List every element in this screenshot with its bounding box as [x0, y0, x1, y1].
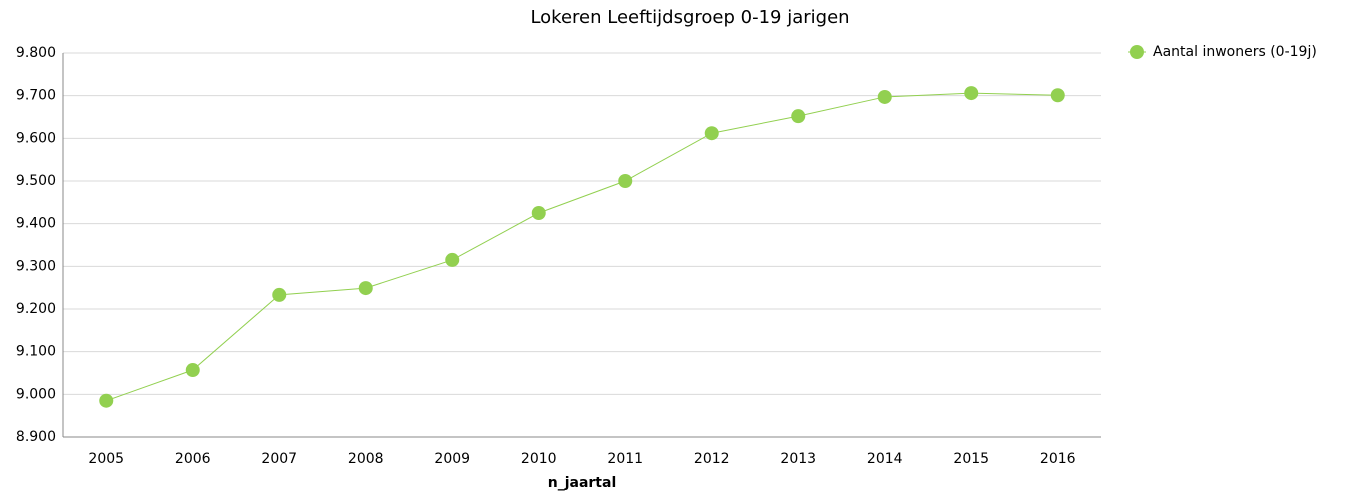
- x-tick-label: 2012: [694, 451, 730, 467]
- x-tick-label: 2010: [521, 451, 557, 467]
- data-point: [964, 86, 979, 101]
- x-tick-label: 2011: [607, 451, 643, 467]
- legend-label: Aantal inwoners (0-19j): [1153, 44, 1317, 60]
- x-axis-title: n_jaartal: [548, 475, 617, 491]
- y-tick-label: 8.900: [16, 429, 56, 445]
- data-point: [185, 363, 200, 378]
- y-tick-label: 9.600: [16, 130, 56, 146]
- x-tick-label: 2006: [175, 451, 211, 467]
- y-tick-label: 9.700: [16, 88, 56, 104]
- x-tick-label: 2008: [348, 451, 384, 467]
- y-tick-label: 9.100: [16, 344, 56, 360]
- series-line: [106, 92, 1058, 402]
- data-point: [618, 174, 633, 188]
- y-tick-label: 9.800: [16, 45, 56, 61]
- data-point: [531, 206, 546, 220]
- y-tick-label: 9.000: [16, 386, 56, 402]
- data-point: [272, 287, 287, 302]
- data-point: [704, 126, 719, 141]
- y-tick-label: 9.400: [16, 216, 56, 232]
- data-point: [1050, 88, 1065, 103]
- x-tick-label: 2015: [953, 451, 989, 467]
- data-point: [358, 281, 373, 296]
- x-tick-label: 2013: [780, 451, 816, 467]
- legend-marker: [1130, 45, 1144, 59]
- y-tick-label: 9.300: [16, 258, 56, 274]
- x-tick-label: 2007: [261, 451, 297, 467]
- x-tick-label: 2016: [1040, 451, 1076, 467]
- x-tick-label: 2014: [867, 451, 903, 467]
- x-tick-label: 2009: [434, 451, 470, 467]
- y-tick-label: 9.200: [16, 301, 56, 317]
- x-tick-label: 2005: [88, 451, 124, 467]
- chart-title: Lokeren Leeftijdsgroep 0-19 jarigen: [530, 7, 849, 28]
- y-tick-label: 9.500: [16, 173, 56, 189]
- data-point: [791, 109, 806, 124]
- data-point: [877, 89, 892, 104]
- data-point: [445, 252, 460, 267]
- data-point: [99, 393, 114, 408]
